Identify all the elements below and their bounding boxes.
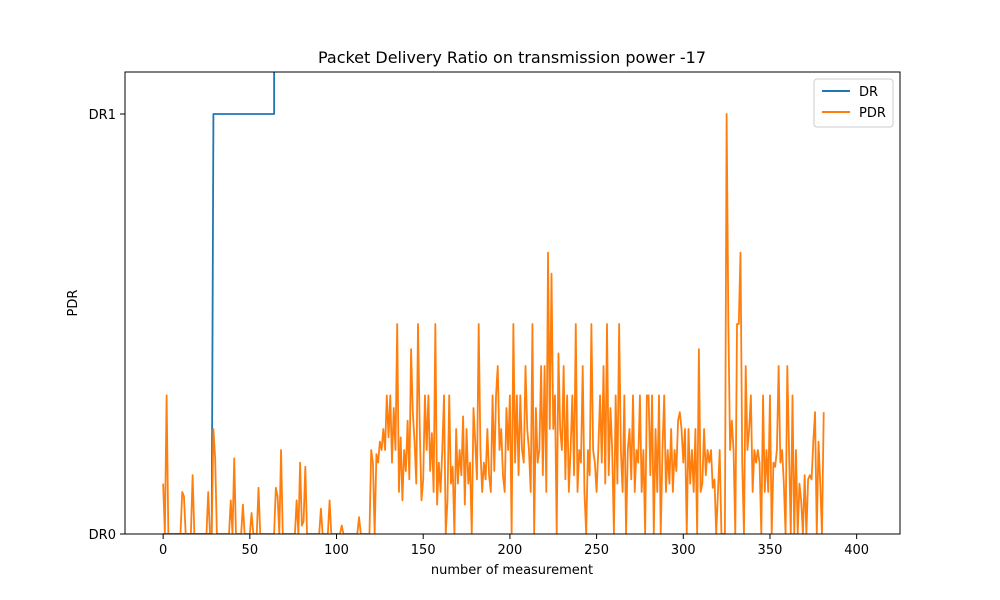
x-tick-label: 200 bbox=[497, 543, 522, 558]
chart-title: Packet Delivery Ratio on transmission po… bbox=[318, 48, 706, 67]
legend-label-dr: DR bbox=[859, 85, 878, 100]
series-line-pdr bbox=[162, 113, 825, 534]
x-tick-label: 300 bbox=[671, 543, 696, 558]
y-axis: DR0 DR1 bbox=[89, 108, 125, 543]
x-tick-label: 350 bbox=[758, 543, 783, 558]
x-axis: 0 50 100 150 200 250 300 350 400 bbox=[159, 534, 869, 558]
x-axis-title: number of measurement bbox=[431, 563, 593, 578]
x-tick-label: 0 bbox=[159, 543, 167, 558]
y-tick-label: DR0 bbox=[89, 528, 116, 543]
x-tick-label: 150 bbox=[411, 543, 436, 558]
y-tick-label: DR1 bbox=[89, 108, 116, 123]
series-line-dr bbox=[163, 72, 276, 534]
x-tick-label: 100 bbox=[324, 543, 349, 558]
x-tick-label: 50 bbox=[242, 543, 259, 558]
x-tick-label: 250 bbox=[584, 543, 609, 558]
x-tick-label: 400 bbox=[844, 543, 869, 558]
series-layer bbox=[162, 72, 825, 534]
legend: DR PDR bbox=[813, 78, 894, 128]
legend-label-pdr: PDR bbox=[859, 106, 886, 121]
plot-frame bbox=[124, 71, 901, 535]
y-axis-title: PDR bbox=[66, 290, 81, 317]
